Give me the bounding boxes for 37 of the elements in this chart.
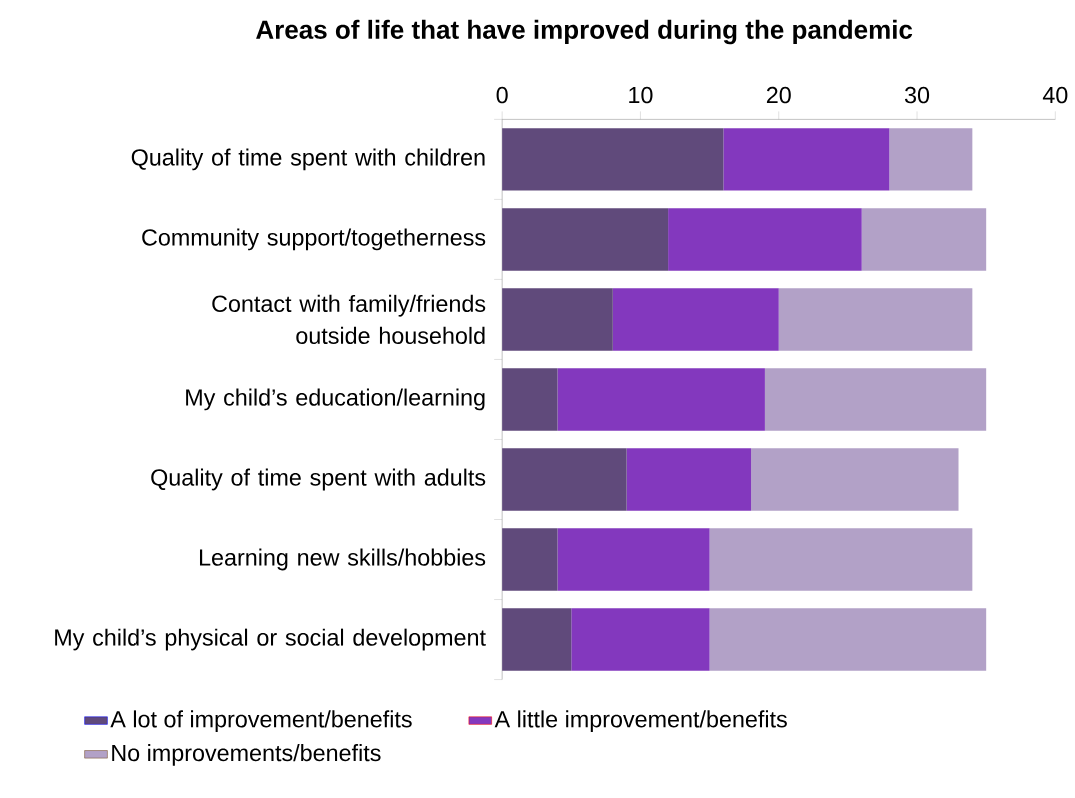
bar	[709, 528, 973, 591]
bar	[889, 128, 973, 191]
bar	[668, 208, 862, 271]
x-tick-label: 0	[496, 87, 508, 104]
y-tick-label: Community support/togetherness	[142, 228, 486, 251]
bar	[626, 448, 752, 511]
x-tick-label: 30	[904, 87, 930, 104]
x-tick-label: 40	[1042, 87, 1068, 104]
y-tick-label: My child’s education/learning	[186, 388, 485, 411]
bar	[764, 368, 987, 431]
bar	[709, 608, 987, 671]
bar	[778, 288, 973, 351]
chart-title: Areas of life that have improved during the pandemic	[256, 20, 913, 45]
bar	[502, 528, 558, 591]
bar	[502, 448, 627, 511]
bar	[502, 368, 558, 431]
legend-label: No improvements/benefits	[112, 744, 381, 767]
bar	[557, 368, 765, 431]
x-tick-label: 20	[766, 87, 791, 104]
x-tick-label: 10	[629, 87, 653, 104]
bar	[502, 608, 572, 671]
bar	[723, 128, 890, 191]
bar	[612, 288, 779, 351]
y-tick-label: Quality of time spent with children	[131, 148, 485, 171]
y-tick-label: Contact with family/friends outside household	[212, 295, 486, 345]
legend-label: A little improvement/benefits	[494, 710, 787, 733]
bar	[502, 128, 724, 191]
bar	[751, 448, 959, 511]
y-tick-label: Learning new skills/hobbies	[199, 548, 486, 571]
y-tick-label: Quality of time spent with adults	[151, 468, 486, 491]
bar	[861, 208, 987, 271]
bar	[557, 528, 710, 591]
y-tick-label: My child’s physical or social development	[55, 628, 486, 651]
bar	[502, 288, 613, 351]
bar	[571, 608, 710, 671]
bar	[502, 208, 669, 271]
legend-label: A lot of improvement/benefits	[110, 710, 412, 733]
